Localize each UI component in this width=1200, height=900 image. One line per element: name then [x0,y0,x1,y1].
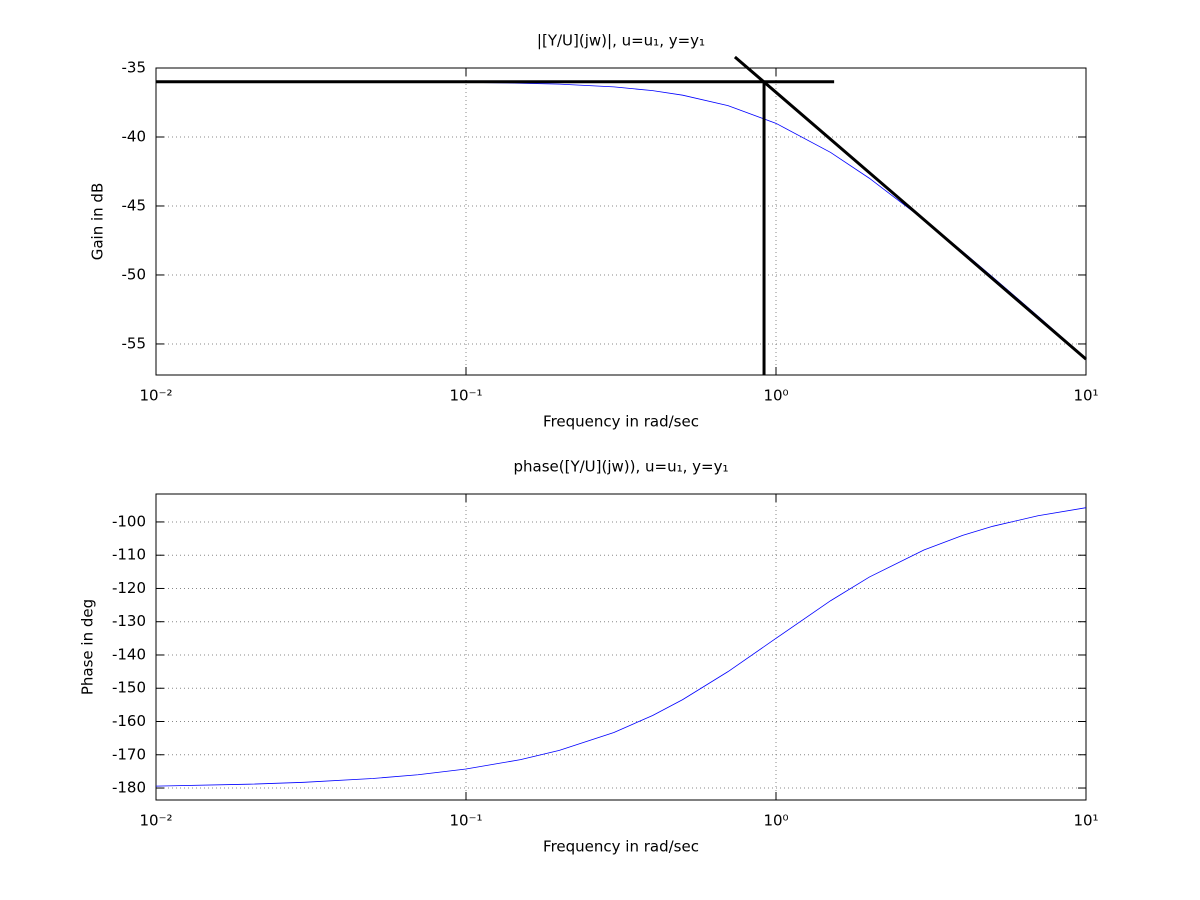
y-tick-label: -160 [112,712,146,730]
y-tick-label: -50 [122,265,147,283]
x-axis-label: Frequency in rad/sec [543,413,699,431]
y-tick-label: -120 [112,579,146,597]
chart-title: phase([Y/U](jw)), u=u₁, y=y₁ [513,458,728,476]
y-tick-label: -110 [112,546,146,564]
x-tick-label: 10⁰ [763,812,788,830]
x-tick-label: 10¹ [1073,387,1098,405]
y-tick-label: -55 [122,334,147,352]
plot-frame [155,67,1087,376]
x-tick-label: 10⁻¹ [449,387,482,405]
x-axis-label: Frequency in rad/sec [543,838,699,856]
x-tick-label: 10⁰ [763,387,788,405]
y-tick-label: -100 [112,512,146,530]
series-line [733,55,1087,361]
chart-title: |[Y/U](jw)|, u=u₁, y=y₁ [537,32,705,50]
series-line [155,507,1087,787]
y-tick-label: -45 [122,196,147,214]
series-line [156,81,1087,359]
y-tick-label: -40 [122,127,147,145]
y-tick-label: -150 [112,679,146,697]
x-tick-label: 10⁻¹ [449,812,482,830]
y-axis-label: Phase in deg [79,599,97,695]
x-tick-label: 10¹ [1073,812,1098,830]
y-tick-label: -180 [112,779,146,797]
y-tick-label: -130 [112,612,146,630]
plot-frame [155,493,1087,801]
y-axis-label: Gain in dB [89,183,107,261]
x-tick-label: 10⁻² [139,387,172,405]
x-tick-label: 10⁻² [139,812,172,830]
y-tick-label: -35 [122,59,147,77]
y-tick-label: -170 [112,745,146,763]
y-tick-label: -140 [112,645,146,663]
